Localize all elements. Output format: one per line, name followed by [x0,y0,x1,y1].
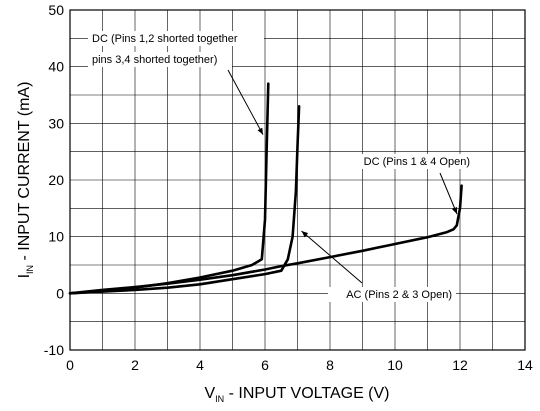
x-tick-label: 14 [517,357,533,373]
x-tick-label: 12 [452,357,468,373]
x-tick-label: 8 [326,357,334,373]
curve-ac-pins-2-3-open [68,105,301,295]
x-tick-label: 10 [387,357,403,373]
x-tick-label: 6 [261,357,269,373]
leader-dc-pins-shorted-head [257,127,263,135]
leader-ac-pins-2-3-open [301,230,363,284]
curve-dc-pins-shorted [68,82,270,295]
x-tick-label: 2 [131,357,139,373]
label-ac-pins-2-3-open: AC (Pins 2 & 3 Open) [346,289,452,301]
x-axis-title: VIN - INPUT VOLTAGE (V) [204,385,389,404]
x-tick-label: 0 [66,357,74,373]
grid-lines [70,10,525,350]
y-tick-label: 20 [48,172,64,188]
x-tick-label: 4 [196,357,204,373]
label-dc-pins-1-4-open-bg [346,154,474,169]
leader-dc-pins-shorted [227,69,264,135]
y-tick-label: 40 [48,59,64,75]
leader-dc-pins-1-4-open [439,172,458,215]
y-tick-label: -10 [44,342,64,358]
y-axis-title: IIN - INPUT CURRENT (mA) [16,82,35,279]
curve-dc-pins-1-4-open [68,184,463,295]
y-tick-label: 30 [48,115,64,131]
leader-dc-pins-1-4-open-head [452,207,458,214]
curves [68,82,463,295]
annotation-leaders [227,69,458,284]
label-ac-pins-2-3-open-bg [328,287,456,302]
label-dc-pins-shorted-line1: DC (Pins 1,2 shorted together [92,33,238,45]
leader-ac-pins-2-3-open-head [301,231,309,238]
y-tick-label: 0 [56,285,64,301]
y-tick-label: 50 [48,2,64,18]
label-dc-pins-shorted-line2: pins 3,4 shorted together) [92,54,217,66]
label-dc-pins-shorted-line2-bg [88,52,232,67]
label-dc-pins-shorted-line1-bg [88,31,264,46]
label-dc-pins-1-4-open: DC (Pins 1 & 4 Open) [364,156,470,168]
plot-frame [69,9,526,351]
annotation-labels: DC (Pins 1,2 shorted together pins 3,4 sh… [88,31,474,302]
y-tick-label: 10 [48,229,64,245]
